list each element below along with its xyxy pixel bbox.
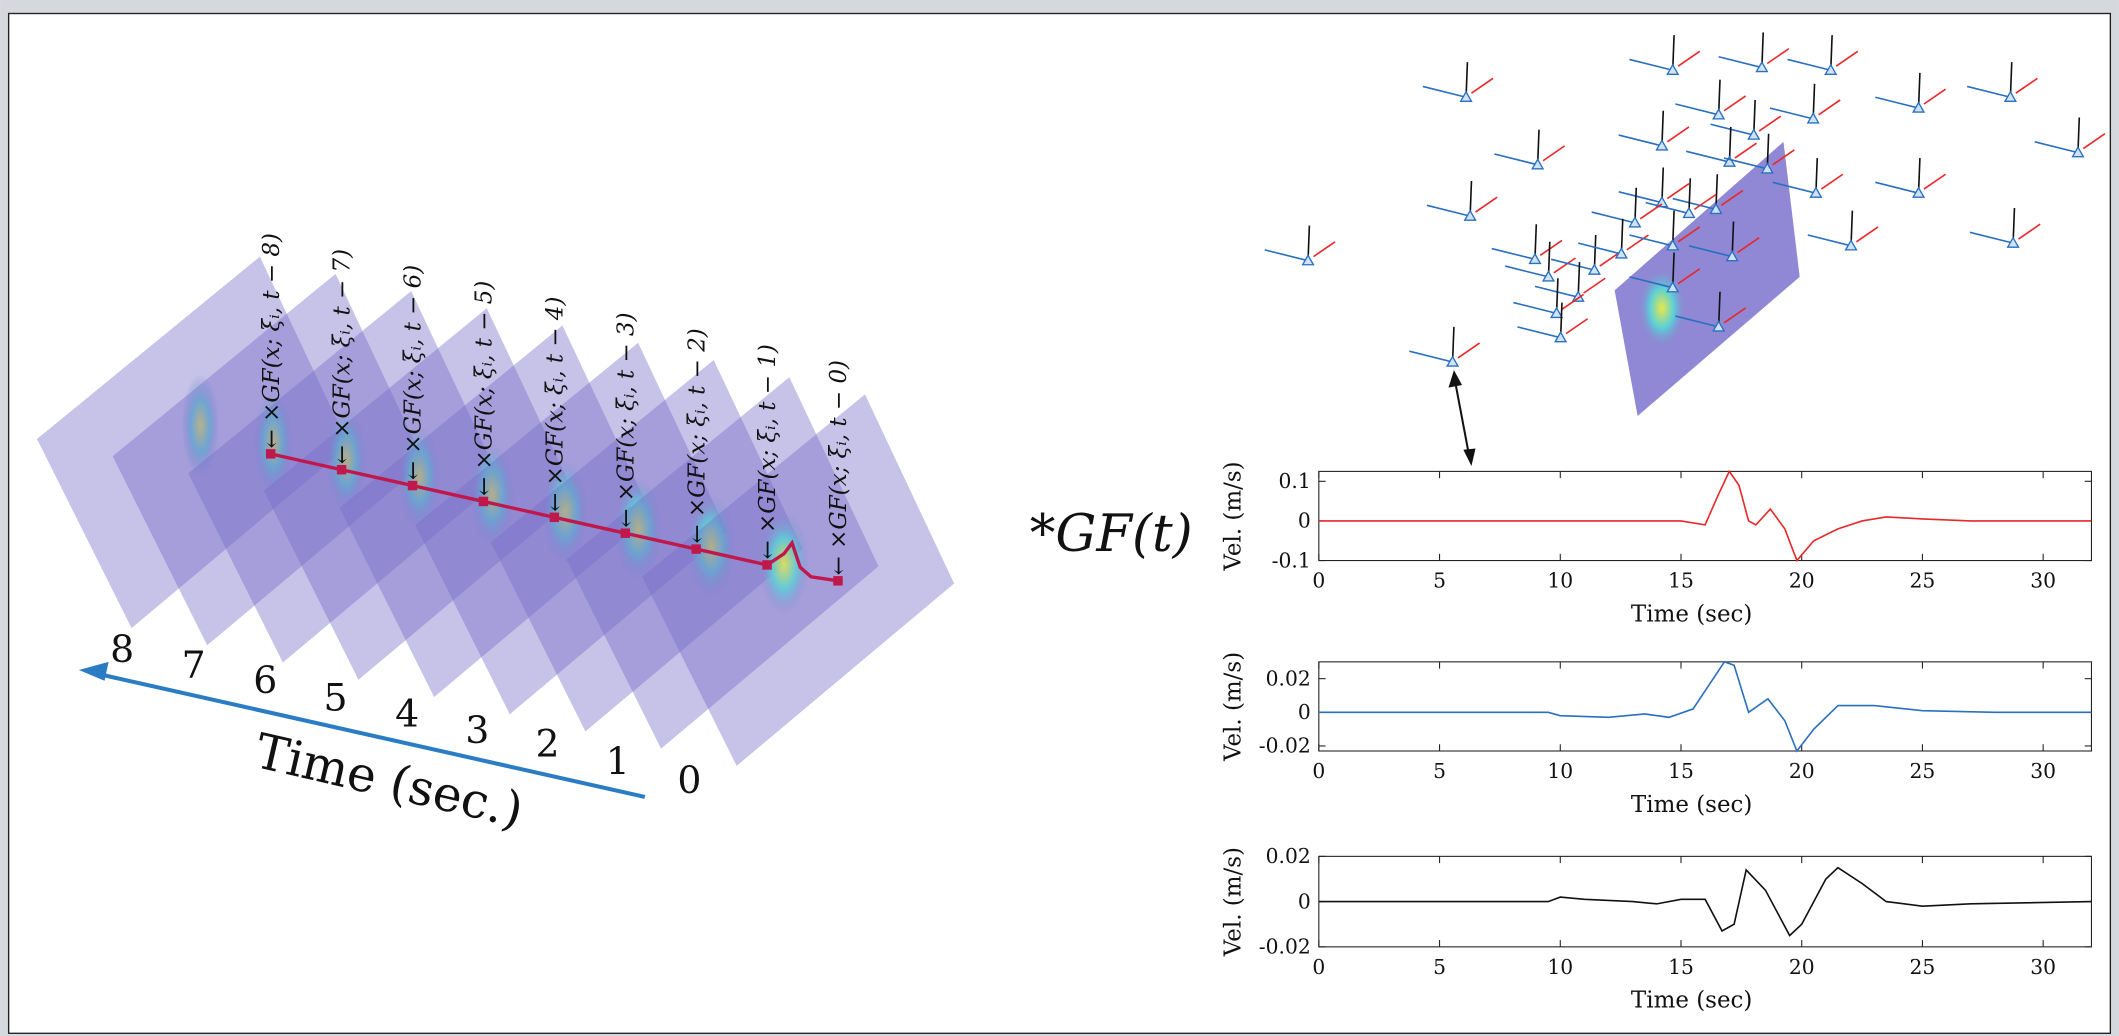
gf-label: ← ×GF(x; ξᵢ, t − 7): [330, 249, 356, 464]
figure: ← ×GF(x; ξᵢ, t − 8) ← ×GF(x; ξᵢ, t − 7) ← …: [0, 0, 2119, 1036]
time-label: 6: [253, 658, 277, 702]
time-label: 3: [465, 708, 489, 752]
fault-rupture: [1638, 267, 1687, 348]
x-tick-label: 0: [1312, 955, 1325, 979]
slip-node: [408, 481, 417, 490]
y-axis-label: Vel. (m/s): [1220, 847, 1246, 957]
x-tick-label: 15: [1668, 955, 1694, 979]
x-tick-label: 5: [1433, 569, 1446, 593]
gf-label: ← ×GF(x; ξᵢ, t − 3): [613, 312, 639, 527]
slip-node: [266, 449, 275, 458]
x-tick-label: 10: [1547, 569, 1573, 593]
page: {"diagram": { "gf_labels": ["← ×GF(x; ξᵢ…: [0, 0, 2119, 1036]
time-label: 0: [677, 758, 701, 802]
slip-node: [762, 560, 771, 569]
gf-label: ← ×GF(x; ξᵢ, t − 6): [401, 265, 427, 480]
x-axis-label: Time (sec): [1631, 988, 1752, 1014]
y-tick-label: 0: [1298, 509, 1311, 533]
y-tick-label: 0.1: [1279, 469, 1311, 493]
time-label: 8: [110, 627, 134, 671]
x-tick-label: 30: [2030, 569, 2056, 593]
y-tick-label: -0.02: [1259, 935, 1311, 959]
x-tick-label: 0: [1312, 569, 1325, 593]
time-label: 2: [536, 721, 560, 765]
time-label: 4: [395, 692, 419, 736]
time-label: 1: [606, 739, 630, 783]
time-label: 7: [182, 643, 206, 687]
slip-node: [691, 544, 700, 553]
x-tick-label: 25: [1910, 759, 1936, 783]
x-tick-label: 15: [1668, 759, 1694, 783]
x-tick-label: 10: [1547, 759, 1573, 783]
y-tick-label: 0.02: [1266, 666, 1311, 690]
x-tick-label: 0: [1312, 759, 1325, 783]
slip-node: [833, 576, 842, 585]
time-label: 5: [323, 675, 347, 719]
gf-label: ← ×GF(x; ξᵢ, t − 2): [684, 328, 710, 543]
x-tick-label: 20: [1789, 955, 1815, 979]
y-tick-label: 0.02: [1266, 844, 1311, 868]
x-tick-label: 15: [1668, 569, 1694, 593]
x-axis-label: Time (sec): [1631, 601, 1752, 627]
x-tick-label: 20: [1789, 759, 1815, 783]
slip-node: [550, 513, 559, 522]
gf-label: ← ×GF(x; ξᵢ, t − 8): [259, 233, 285, 448]
gf-label: ← ×GF(x; ξᵢ, t − 1): [755, 344, 781, 559]
x-tick-label: 10: [1547, 955, 1573, 979]
x-tick-label: 20: [1789, 569, 1815, 593]
y-tick-label: -0.1: [1272, 548, 1311, 572]
plot-box: [1319, 471, 2092, 560]
slip-node: [337, 465, 346, 474]
x-tick-label: 5: [1433, 955, 1446, 979]
y-tick-label: 0: [1298, 700, 1311, 724]
operator-label: *GF(t): [1030, 504, 1193, 564]
x-tick-label: 25: [1910, 955, 1936, 979]
gf-label: ← ×GF(x; ξᵢ, t − 5): [472, 281, 498, 496]
slip-node: [479, 497, 488, 506]
y-tick-label: 0: [1298, 889, 1311, 913]
y-axis-label: Vel. (m/s): [1220, 652, 1246, 762]
x-tick-label: 30: [2030, 759, 2056, 783]
x-tick-label: 25: [1910, 569, 1936, 593]
x-tick-label: 30: [2030, 955, 2056, 979]
x-axis-label: Time (sec): [1631, 792, 1752, 818]
plot-box: [1319, 662, 2092, 751]
gf-label: ← ×GF(x; ξᵢ, t − 0): [826, 360, 852, 575]
y-axis-label: Vel. (m/s): [1220, 461, 1246, 571]
y-tick-label: -0.02: [1259, 734, 1311, 758]
gf-label: ← ×GF(x; ξᵢ, t − 4): [542, 296, 568, 511]
slip-node: [621, 528, 630, 537]
x-tick-label: 5: [1433, 759, 1446, 783]
